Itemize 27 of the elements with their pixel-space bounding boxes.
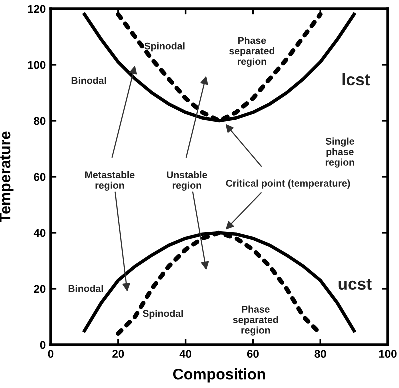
annotation: Critical point (temperature) xyxy=(226,180,350,189)
annotation: Metastable region xyxy=(86,171,135,191)
annotation: Single phase region xyxy=(326,138,354,168)
x-tick-label: 80 xyxy=(314,350,326,358)
annotation: Spinodal xyxy=(144,42,185,52)
y-tick-label: 100 xyxy=(28,61,46,70)
annotation: lcst xyxy=(342,73,370,86)
annotation: Phase separated region xyxy=(230,37,275,68)
x-tick-label: 60 xyxy=(247,350,259,358)
x-tick-label: 0 xyxy=(48,350,54,358)
annotation: Unstable region xyxy=(167,171,208,191)
y-tick-label: 0 xyxy=(40,341,46,350)
x-tick-label: 40 xyxy=(180,350,192,358)
y-tick-label: 60 xyxy=(34,173,46,182)
y-axis-title: Temperature xyxy=(0,132,14,223)
y-tick-label: 40 xyxy=(34,229,46,238)
annotation: Binodal xyxy=(68,285,104,292)
x-tick-label: 20 xyxy=(112,350,124,358)
y-tick-label: 120 xyxy=(28,5,46,14)
annotation: Spinodal xyxy=(142,310,184,320)
x-axis-title: Composition xyxy=(173,368,266,383)
x-tick-label: 100 xyxy=(379,350,397,358)
annotation: Phase separated region xyxy=(233,306,278,336)
y-tick-label: 80 xyxy=(34,117,46,126)
annotation: ucst xyxy=(338,279,372,290)
y-tick-label: 20 xyxy=(34,285,46,294)
annotation: Binodal xyxy=(72,77,106,84)
